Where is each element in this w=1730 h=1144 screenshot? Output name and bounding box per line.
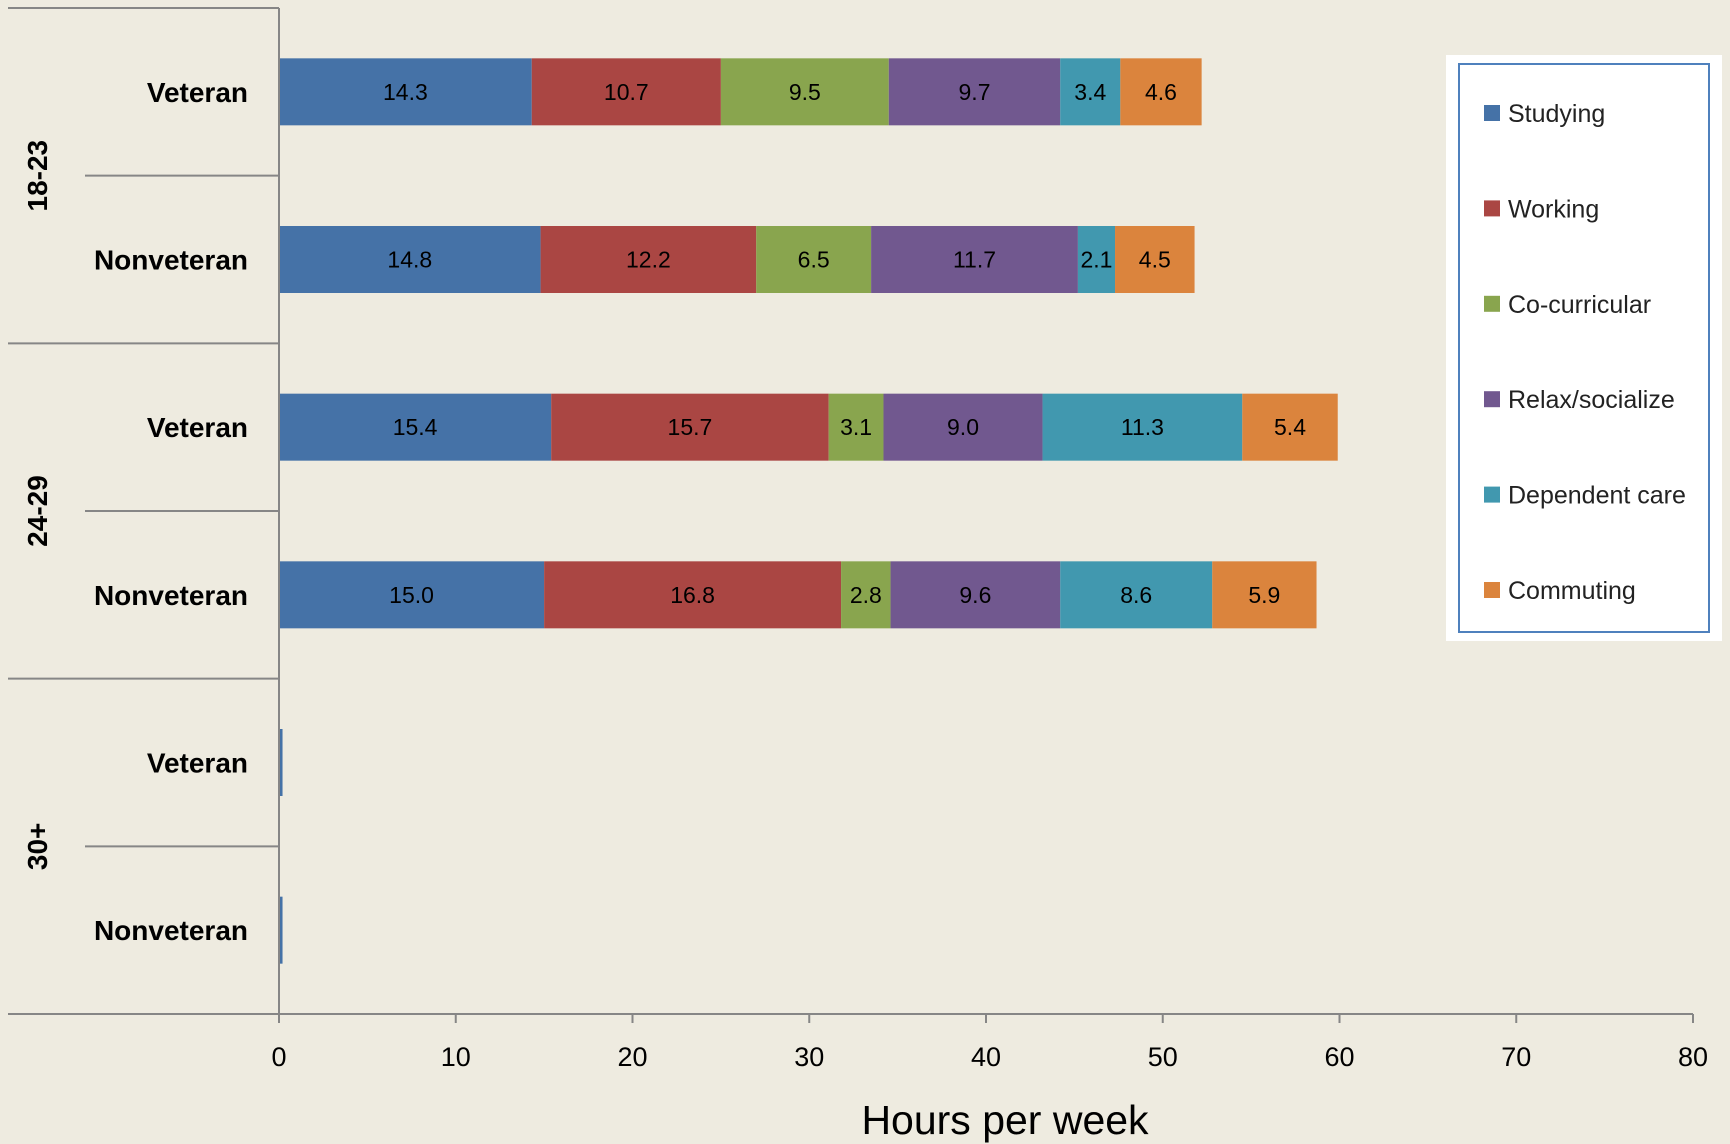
data-label: 2.8 bbox=[850, 582, 882, 608]
legend-swatch bbox=[1484, 391, 1500, 408]
data-label: 4.5 bbox=[1139, 247, 1171, 273]
bar-0-co-curricular bbox=[720, 58, 889, 126]
bar-2-commuting bbox=[1242, 393, 1338, 461]
data-label: 15.7 bbox=[668, 414, 713, 440]
bar-0-relax-socialize bbox=[888, 58, 1061, 126]
legend-item: Co-curricular bbox=[1508, 291, 1651, 319]
row-label: Nonveteran bbox=[94, 915, 248, 946]
bar-3-studying bbox=[279, 561, 545, 629]
legend-item: Dependent care bbox=[1508, 482, 1686, 510]
x-tick-label: 30 bbox=[794, 1042, 824, 1072]
legend-swatch bbox=[1484, 105, 1500, 121]
group-label: 18-23 bbox=[22, 140, 53, 212]
bar-1-dependent-care bbox=[1077, 226, 1116, 293]
bar-1-relax-socialize bbox=[871, 226, 1078, 293]
legend-item: Commuting bbox=[1508, 577, 1636, 605]
legend-box bbox=[1458, 63, 1710, 633]
bar-3-commuting bbox=[1212, 561, 1317, 629]
data-label: 10.7 bbox=[604, 79, 649, 105]
bar-3-co-curricular bbox=[841, 561, 891, 629]
legend-swatch bbox=[1484, 486, 1500, 503]
x-tick-label: 50 bbox=[1148, 1042, 1178, 1072]
bar-3-dependent-care bbox=[1060, 561, 1213, 629]
data-label: 3.4 bbox=[1074, 79, 1106, 105]
bar-1-working bbox=[540, 226, 757, 293]
bar-2-studying bbox=[279, 393, 552, 461]
data-label: 15.4 bbox=[393, 414, 438, 440]
data-label: 12.2 bbox=[626, 247, 671, 273]
x-tick-label: 40 bbox=[971, 1042, 1001, 1072]
legend-swatch bbox=[1484, 200, 1500, 217]
data-label: 8.6 bbox=[1120, 582, 1152, 608]
x-axis-title: Hours per week bbox=[861, 1097, 1149, 1143]
x-tick-label: 10 bbox=[441, 1042, 471, 1072]
bar-2-co-curricular bbox=[828, 393, 884, 461]
group-label: 30+ bbox=[22, 823, 53, 871]
data-label: 16.8 bbox=[670, 582, 715, 608]
bar-2-dependent-care bbox=[1042, 393, 1243, 461]
bar-2-working bbox=[551, 393, 829, 461]
x-tick-label: 70 bbox=[1501, 1042, 1531, 1072]
legend-item: Working bbox=[1508, 195, 1599, 223]
bar-0-dependent-care bbox=[1060, 58, 1121, 126]
data-label: 5.9 bbox=[1248, 582, 1280, 608]
group-label: 24-29 bbox=[22, 475, 53, 547]
data-label: 14.8 bbox=[387, 247, 432, 273]
bar-0-studying bbox=[279, 58, 532, 126]
legend-item: Studying bbox=[1508, 100, 1605, 128]
data-label: 4.6 bbox=[1145, 79, 1177, 105]
bar-2-relax-socialize bbox=[883, 393, 1043, 461]
data-label: 9.0 bbox=[947, 414, 979, 440]
data-label: 6.5 bbox=[798, 247, 830, 273]
data-label: 15.0 bbox=[389, 582, 434, 608]
legend-item: Relax/socialize bbox=[1508, 386, 1675, 414]
bar-3-relax-socialize bbox=[890, 561, 1061, 629]
row-label: Veteran bbox=[147, 412, 248, 443]
data-label: 11.3 bbox=[1121, 414, 1164, 440]
row-label: Nonveteran bbox=[94, 580, 248, 611]
x-tick-label: 60 bbox=[1324, 1042, 1354, 1072]
data-label: 3.1 bbox=[840, 414, 872, 440]
legend-swatch bbox=[1484, 582, 1500, 598]
data-label: 14.3 bbox=[383, 79, 428, 105]
bar-1-studying bbox=[279, 226, 541, 293]
data-label: 2.1 bbox=[1080, 247, 1112, 273]
data-label: 5.4 bbox=[1274, 414, 1306, 440]
data-label: 9.6 bbox=[959, 582, 991, 608]
x-tick-label: 80 bbox=[1678, 1042, 1708, 1072]
row-label: Veteran bbox=[147, 748, 248, 779]
bar-0-commuting bbox=[1120, 58, 1202, 126]
x-tick-label: 20 bbox=[617, 1042, 647, 1072]
data-label: 9.7 bbox=[959, 79, 991, 105]
bar-3-working bbox=[544, 561, 842, 629]
row-label: Veteran bbox=[147, 77, 248, 108]
data-label: 9.5 bbox=[789, 79, 821, 105]
legend-swatch bbox=[1484, 295, 1500, 312]
bar-0-working bbox=[531, 58, 721, 126]
bar-1-co-curricular bbox=[756, 226, 872, 293]
x-tick-label: 0 bbox=[271, 1042, 286, 1072]
bar-1-commuting bbox=[1115, 226, 1195, 293]
bar-4-studying bbox=[279, 729, 283, 796]
row-label: Nonveteran bbox=[94, 245, 248, 276]
data-label: 11.7 bbox=[953, 247, 996, 273]
bar-5-studying bbox=[279, 896, 283, 964]
